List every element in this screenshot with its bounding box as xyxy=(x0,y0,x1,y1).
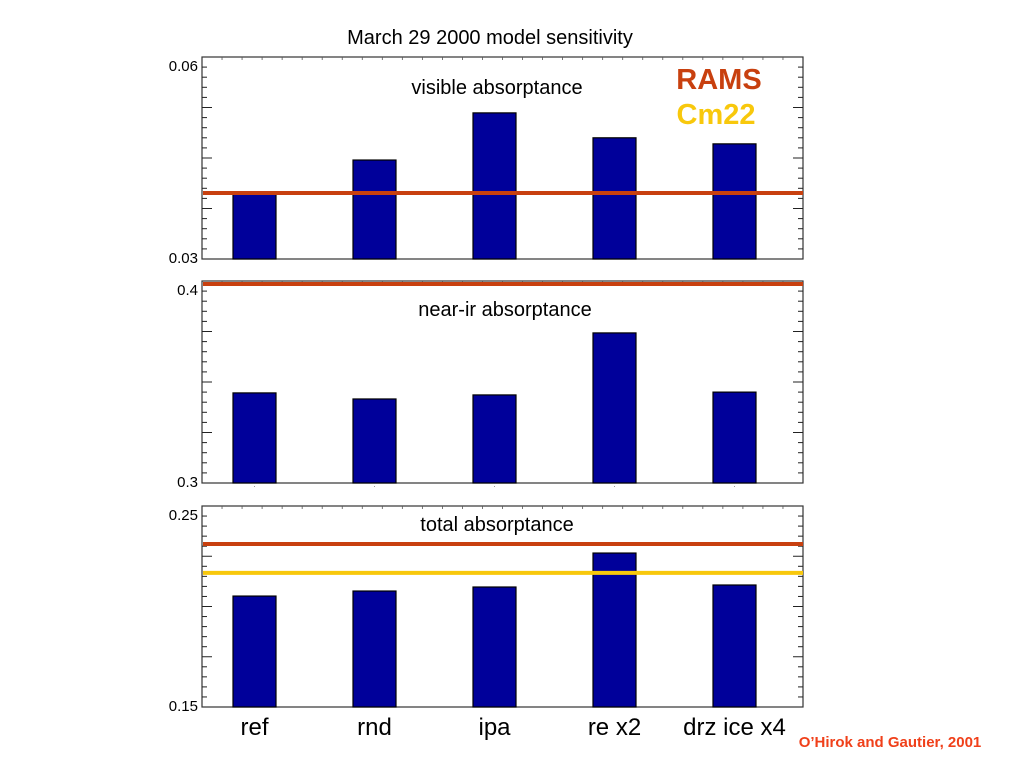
bar-ipa xyxy=(472,586,517,708)
bar-ipa xyxy=(472,394,517,484)
bar-re-x2 xyxy=(592,137,637,260)
bar-drz-ice-x4 xyxy=(712,143,757,260)
panel-total-absorptance: 0.15 0.25 total absorptance xyxy=(169,505,804,715)
bar-rnd xyxy=(352,159,397,260)
panel-label: near-ir absorptance xyxy=(418,299,591,321)
legend-entry-cm22: Cm22 xyxy=(677,99,756,131)
credit-text: O’Hirok and Gautier, 2001 xyxy=(799,734,982,751)
bar-ref xyxy=(232,193,277,260)
category-labels: ref rnd ipa re x2 drz ice x4 xyxy=(240,714,785,741)
panel-near-ir-absorptance: 0.3 0.4 near-ir absorptance xyxy=(177,280,804,491)
bar-drz-ice-x4 xyxy=(712,584,757,708)
bar-re-x2 xyxy=(592,332,637,484)
panels: 0.03 0.06 visible absorptance 0.3 0.4 near-ir… xyxy=(169,56,804,715)
panel-visible-absorptance: 0.03 0.06 visible absorptance xyxy=(169,56,804,267)
bar-rnd xyxy=(352,398,397,484)
bar-ipa xyxy=(472,112,517,260)
bar-ref xyxy=(232,595,277,708)
panel-label: total absorptance xyxy=(420,514,573,536)
legend-entry-rams: RAMS xyxy=(676,64,761,96)
bar-re-x2 xyxy=(592,552,637,708)
bar-rnd xyxy=(352,590,397,708)
y-tick-label-max: 0.06 xyxy=(169,58,198,75)
category-label-re-x2: re x2 xyxy=(588,714,641,741)
y-tick-label-min: 0.15 xyxy=(169,698,198,715)
category-label-ipa: ipa xyxy=(478,714,511,741)
category-label-ref: ref xyxy=(240,714,268,741)
y-tick-label-max: 0.25 xyxy=(169,507,198,524)
category-label-drz-ice-x4: drz ice x4 xyxy=(683,714,786,741)
y-tick-label-min: 0.03 xyxy=(169,250,198,267)
y-tick-label-max: 0.4 xyxy=(177,282,198,299)
y-tick-label-min: 0.3 xyxy=(177,474,198,491)
chart-title: March 29 2000 model sensitivity xyxy=(347,27,633,49)
bar-ref xyxy=(232,392,277,484)
bar-drz-ice-x4 xyxy=(712,391,757,484)
legend: RAMS Cm22 xyxy=(676,64,761,131)
category-label-rnd: rnd xyxy=(357,714,392,741)
panel-label: visible absorptance xyxy=(411,77,582,99)
